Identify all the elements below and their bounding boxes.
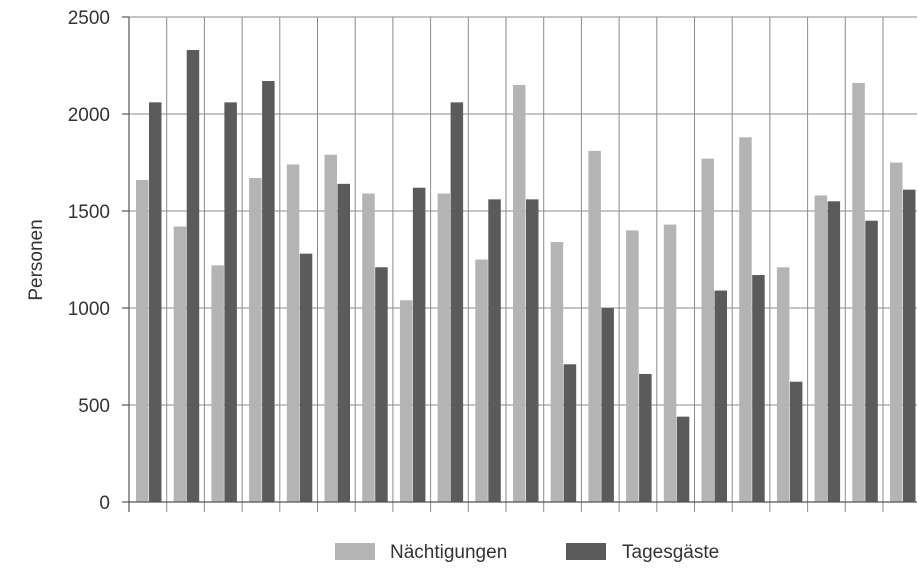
- bar-tagesgaeste-10: [526, 199, 539, 503]
- bar-tagesgaeste-9: [488, 199, 501, 503]
- bar-naechtigungen-6: [362, 193, 375, 503]
- bar-tagesgaeste-18: [827, 201, 841, 503]
- bar-naechtigungen-18: [814, 195, 828, 503]
- bar-naechtigungen-16: [739, 137, 752, 502]
- bar-tagesgaeste-12: [601, 308, 614, 502]
- bar-tagesgaeste-7: [412, 187, 426, 502]
- bar-tagesgaeste-13: [639, 373, 652, 502]
- y-tick-label-2: 1000: [68, 299, 110, 320]
- legend-swatch-naechtigungen: [335, 543, 375, 560]
- bar-naechtigungen-2: [211, 265, 224, 502]
- bar-naechtigungen-1: [173, 226, 187, 502]
- bar-tagesgaeste-14: [676, 416, 690, 502]
- bar-naechtigungen-3: [249, 178, 262, 502]
- bar-naechtigungen-10: [513, 84, 526, 503]
- bar-naechtigungen-0: [136, 179, 149, 502]
- y-tick-labels: 0 500 1000 1500 2000 2500: [68, 8, 110, 514]
- bar-tagesgaeste-2: [224, 102, 237, 503]
- bar-tagesgaeste-0: [149, 102, 162, 503]
- bar-tagesgaeste-3: [262, 81, 275, 503]
- bar-tagesgaeste-19: [865, 220, 878, 502]
- grid: [129, 16, 917, 512]
- axes: [122, 16, 917, 512]
- y-tick-label-5: 2500: [68, 8, 110, 29]
- legend-label-naechtigungen: Nächtigungen: [390, 542, 507, 563]
- legend: Nächtigungen Tagesgäste: [335, 542, 719, 563]
- bar-tagesgaeste-20: [903, 189, 916, 502]
- bar-tagesgaeste-17: [789, 381, 803, 502]
- bar-naechtigungen-4: [286, 164, 300, 502]
- bar-naechtigungen-8: [437, 193, 451, 503]
- bar-tagesgaeste-11: [563, 364, 577, 502]
- bar-tagesgaeste-8: [450, 102, 464, 503]
- y-axis-title: Personen: [26, 219, 47, 300]
- y-tick-label-3: 1500: [68, 202, 110, 223]
- bar-naechtigungen-17: [776, 267, 790, 502]
- bar-naechtigungen-11: [550, 242, 564, 503]
- y-tick-label-0: 0: [99, 493, 110, 514]
- bar-tagesgaeste-5: [337, 183, 350, 502]
- bar-naechtigungen-13: [626, 230, 639, 502]
- bar-naechtigungen-15: [701, 158, 714, 502]
- bar-tagesgaeste-16: [752, 275, 765, 502]
- bar-tagesgaeste-15: [714, 290, 727, 502]
- bar-naechtigungen-5: [324, 154, 337, 503]
- bar-naechtigungen-12: [588, 150, 601, 503]
- bar-tagesgaeste-1: [186, 49, 200, 502]
- legend-label-tagesgaeste: Tagesgäste: [622, 542, 719, 563]
- bar-tagesgaeste-6: [375, 267, 388, 502]
- bar-naechtigungen-9: [475, 259, 488, 502]
- bars: [136, 49, 916, 503]
- bar-tagesgaeste-4: [299, 253, 313, 502]
- bar-naechtigungen-7: [399, 300, 413, 502]
- y-tick-label-4: 2000: [68, 105, 110, 126]
- bar-naechtigungen-20: [890, 162, 903, 502]
- bar-naechtigungen-19: [852, 82, 865, 503]
- bar-naechtigungen-14: [663, 224, 677, 502]
- legend-swatch-tagesgaeste: [566, 543, 606, 560]
- y-tick-label-1: 500: [78, 396, 110, 417]
